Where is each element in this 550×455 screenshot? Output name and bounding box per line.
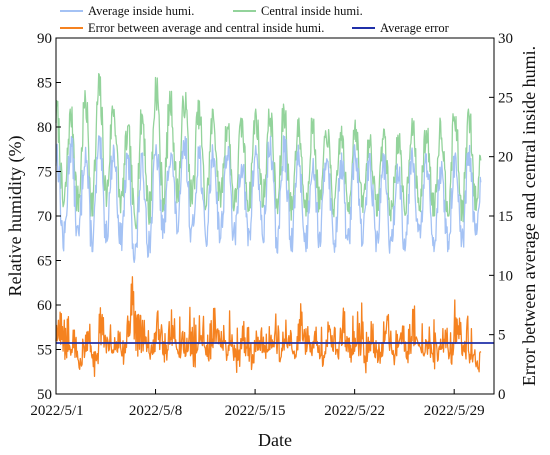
x-axis-title: Date <box>258 430 292 450</box>
right-y-tick-label: 20 <box>498 150 513 166</box>
left-y-tick-label: 55 <box>37 343 52 359</box>
x-tick-label: 2022/5/29 <box>424 403 485 419</box>
right-y-tick-label: 30 <box>498 31 513 47</box>
left-y-tick-label: 75 <box>37 165 52 181</box>
legend-label-central-inside: Central inside humi. <box>261 4 363 18</box>
series-line-central-inside-humi <box>55 72 482 230</box>
x-tick-label: 2022/5/8 <box>129 403 182 419</box>
legend-label-error: Error between average and central inside… <box>88 21 324 35</box>
right-y-tick-label: 15 <box>498 209 513 225</box>
right-y-tick-label: 10 <box>498 268 513 284</box>
series-line-average-inside-humi <box>55 135 482 264</box>
series-line-error <box>55 276 482 378</box>
left-y-tick-label: 80 <box>37 120 52 136</box>
axis-ticks: 50 55 60 65 70 75 80 85 90 0 5 10 15 20 25 30 2022/5/1 20… <box>30 31 513 419</box>
left-y-tick-label: 85 <box>37 76 52 92</box>
left-y-tick-label: 70 <box>37 209 52 225</box>
left-y-tick-label: 60 <box>37 298 52 314</box>
legend-label-average-error: Average error <box>380 21 450 35</box>
x-tick-label: 2022/5/15 <box>225 403 286 419</box>
x-tick-label: 2022/5/1 <box>30 403 83 419</box>
series-lines <box>55 72 482 378</box>
x-tick-label: 2022/5/22 <box>324 403 385 419</box>
left-y-tick-label: 65 <box>37 254 52 270</box>
right-y-tick-label: 25 <box>498 90 513 106</box>
right-y-tick-label: 5 <box>498 328 506 344</box>
legend-label-average-inside: Average inside humi. <box>88 4 194 18</box>
left-y-tick-label: 90 <box>37 31 52 47</box>
legend: Average inside humi. Central inside humi… <box>60 4 450 35</box>
left-y-tick-label: 50 <box>37 387 52 403</box>
right-y-tick-label: 0 <box>498 387 506 403</box>
right-y-axis-title: Error between average and central inside… <box>519 46 539 386</box>
left-y-axis-title: Relative humidity (%) <box>5 136 26 297</box>
